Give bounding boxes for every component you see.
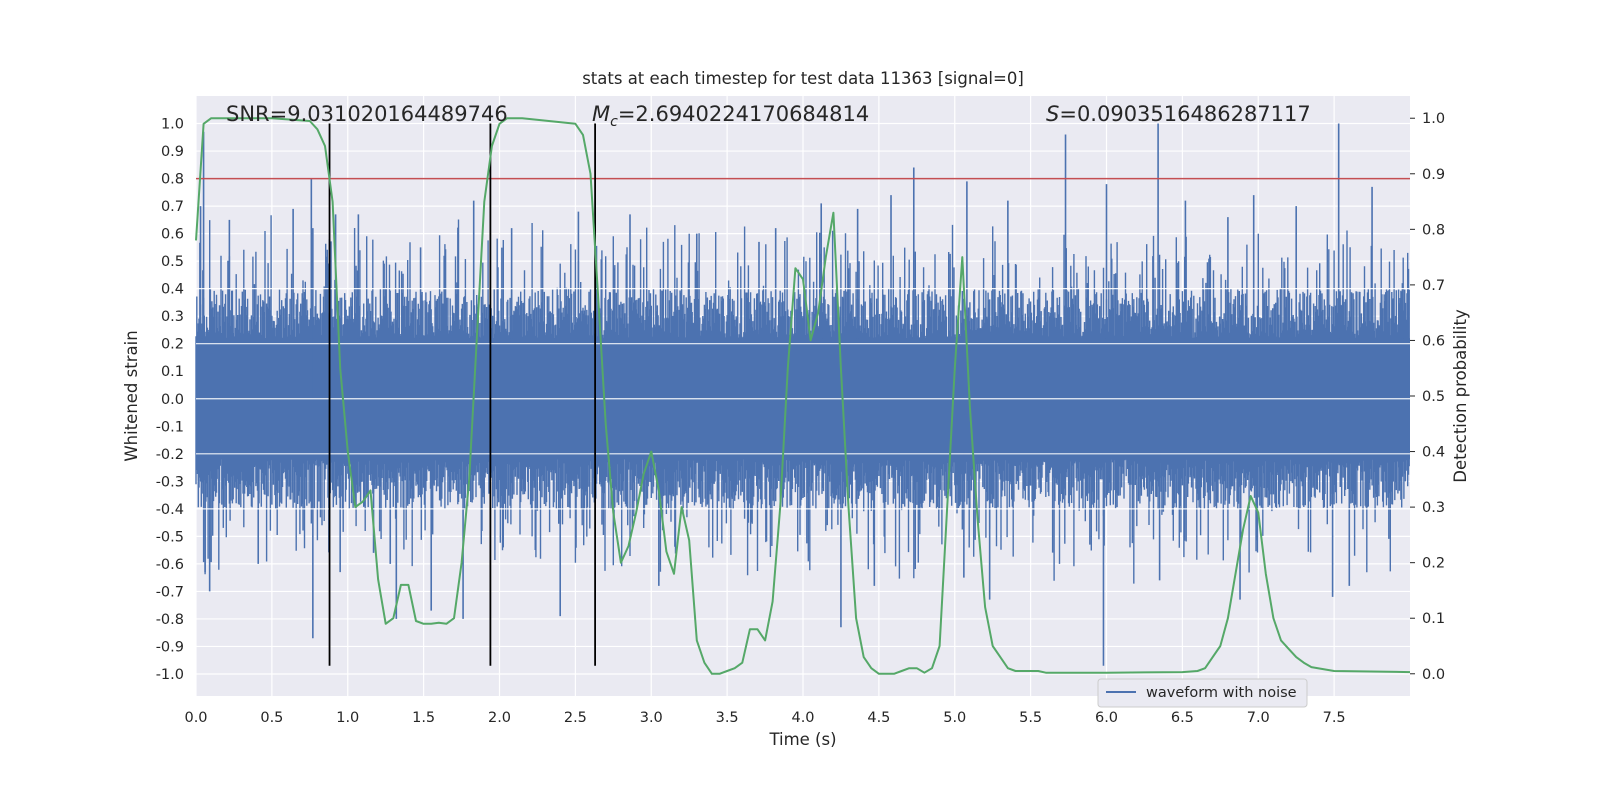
annotations: SNR=9.031020164489746 Mc=2.6940224170684… xyxy=(226,102,1311,130)
s-symbol: S xyxy=(1046,102,1059,126)
chirp-mass-subscript: c xyxy=(610,114,618,130)
y-tick-label: 0.7 xyxy=(161,199,184,215)
y-tick-label: 0.8 xyxy=(161,172,184,188)
y-tick-label: 0.2 xyxy=(161,337,184,353)
x-tick-label: 5.0 xyxy=(943,710,966,726)
y-tick-label: -0.9 xyxy=(156,639,184,655)
y-tick-label: -0.4 xyxy=(156,502,184,518)
y2-tick-label: 0.5 xyxy=(1422,389,1445,405)
y2-axis-label: Detection probability xyxy=(1451,309,1470,483)
y2-tick-label: 0.4 xyxy=(1422,445,1445,461)
x-tick-label: 5.5 xyxy=(1019,710,1042,726)
x-axis-ticks: 0.0 0.5 1.0 1.5 2.0 2.5 3.0 3.5 4.0 4.5 5.0 5.5 6.0 6… xyxy=(184,710,1345,726)
y-tick-label: -1.0 xyxy=(156,667,184,683)
x-tick-label: 0.5 xyxy=(260,710,283,726)
y2-tick-label: 0.8 xyxy=(1422,222,1445,238)
y-tick-label: -0.5 xyxy=(156,529,184,545)
x-tick-label: 6.0 xyxy=(1095,710,1118,726)
s-value: =0.0903516486287117 xyxy=(1059,102,1310,126)
y-tick-label: -0.2 xyxy=(156,447,184,463)
y2-tick-label: 0.9 xyxy=(1422,167,1445,183)
x-tick-label: 3.0 xyxy=(640,710,663,726)
waveform-series xyxy=(195,123,1410,666)
y2-tick-label: 0.7 xyxy=(1422,278,1445,294)
y2-tick-label: 0.6 xyxy=(1422,333,1445,349)
y-tick-label: 0.0 xyxy=(161,392,184,408)
probability-series xyxy=(195,117,1411,675)
x-tick-label: 4.0 xyxy=(791,710,814,726)
chart-title: stats at each timestep for test data 113… xyxy=(582,69,1024,88)
y-axis-ticks: 1.0 0.9 0.8 0.7 0.6 0.5 0.4 0.3 0.2 0.1 0.0 -0.1 -0.… xyxy=(156,117,184,683)
chirp-mass-value: =2.6940224170684814 xyxy=(618,102,869,126)
y2-tick-label: 0.1 xyxy=(1422,611,1445,627)
y-tick-label: -0.1 xyxy=(156,419,184,435)
y-tick-label: -0.3 xyxy=(156,474,184,490)
x-axis-label: Time (s) xyxy=(768,730,836,749)
y-tick-label: -0.8 xyxy=(156,612,184,628)
y2-tick-label: 0.2 xyxy=(1422,556,1445,572)
probability-line xyxy=(195,117,1411,675)
y2-tick-label: 1.0 xyxy=(1422,111,1445,127)
y2-tick-label: 0.3 xyxy=(1422,500,1445,516)
snr-annotation: SNR=9.031020164489746 xyxy=(226,102,508,126)
chirp-mass-symbol: M xyxy=(592,102,610,126)
y-tick-label: 0.1 xyxy=(161,364,184,380)
y-tick-label: -0.7 xyxy=(156,584,184,600)
overlay-lines xyxy=(196,123,1410,666)
x-tick-label: 1.0 xyxy=(336,710,359,726)
y-tick-label: 1.0 xyxy=(161,117,184,133)
y-tick-label: 0.9 xyxy=(161,144,184,160)
y2-axis-ticks: 1.0 0.9 0.8 0.7 0.6 0.5 0.4 0.3 0.2 0.1 0.0 xyxy=(1410,111,1445,683)
x-tick-label: 4.5 xyxy=(867,710,890,726)
legend-label: waveform with noise xyxy=(1146,685,1297,701)
x-tick-label: 0.0 xyxy=(184,710,207,726)
x-tick-label: 7.0 xyxy=(1247,710,1270,726)
y-tick-label: 0.4 xyxy=(161,282,184,298)
s-annotation: S=0.0903516486287117 xyxy=(1046,102,1311,126)
y-tick-label: 0.5 xyxy=(161,254,184,270)
y-tick-label: 0.3 xyxy=(161,309,184,325)
legend: waveform with noise xyxy=(1097,678,1308,708)
x-tick-label: 2.0 xyxy=(488,710,511,726)
y-axis-label: Whitened strain xyxy=(122,330,141,461)
x-tick-label: 7.5 xyxy=(1323,710,1346,726)
y2-tick-label: 0.0 xyxy=(1422,667,1445,683)
x-tick-label: 6.5 xyxy=(1171,710,1194,726)
x-tick-label: 3.5 xyxy=(716,710,739,726)
chirp-mass-annotation: Mc=2.6940224170684814 xyxy=(592,102,869,130)
y-tick-label: -0.6 xyxy=(156,557,184,573)
x-tick-label: 1.5 xyxy=(412,710,435,726)
y-tick-label: 0.6 xyxy=(161,227,184,243)
legend-box xyxy=(1097,678,1308,708)
x-tick-label: 2.5 xyxy=(564,710,587,726)
